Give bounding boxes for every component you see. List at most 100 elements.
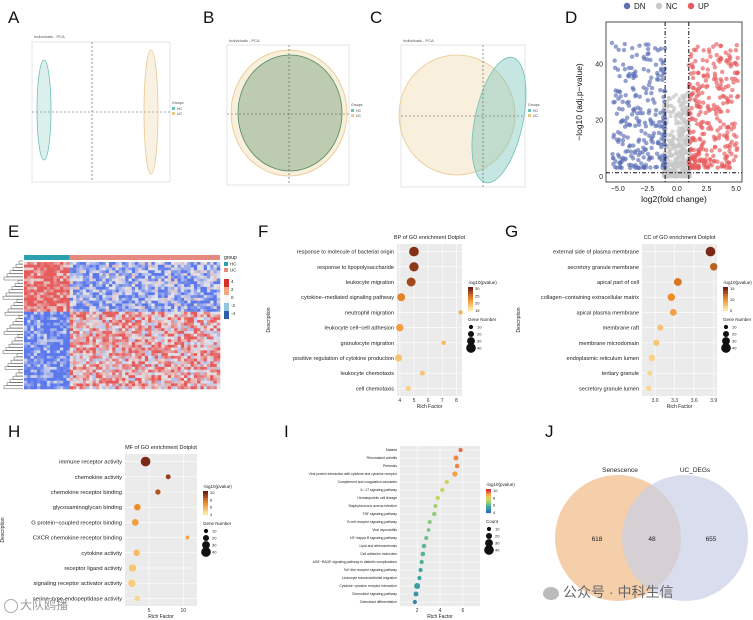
heatmap-cell — [53, 339, 57, 343]
heatmap-cell — [86, 264, 90, 268]
heatmap-cell — [180, 325, 185, 329]
heatmap-cell — [53, 311, 57, 315]
heatmap-cell — [73, 273, 77, 277]
heatmap-cell — [187, 286, 191, 290]
volcano-point-dn — [623, 118, 628, 124]
heatmap-cell — [95, 297, 100, 301]
heatmap-cell — [203, 286, 208, 290]
kegg-svg-term-label: AGE−RAGE signaling pathway in diabetic c… — [313, 560, 398, 564]
heatmap-cell — [128, 292, 133, 296]
heatmap-cell — [66, 353, 71, 357]
heatmap-cell — [131, 286, 136, 290]
volcano-point-dn — [616, 106, 622, 111]
volcano-point-up — [718, 85, 723, 91]
heatmap-cell — [144, 342, 149, 346]
heatmap-cell — [184, 353, 188, 357]
heatmap-cell — [122, 377, 126, 382]
heatmap-cell — [131, 339, 136, 343]
heatmap-cell — [187, 319, 191, 324]
heatmap-cell — [30, 317, 35, 321]
heatmap-cell — [161, 275, 165, 279]
heatmap-cell — [95, 314, 100, 318]
heatmap-cell — [157, 331, 162, 335]
volcano-point-dn — [659, 144, 664, 150]
heatmap-cell — [108, 262, 113, 266]
heatmap-cell — [105, 303, 110, 307]
heatmap-cell — [174, 275, 178, 279]
heatmap-cell — [59, 350, 64, 354]
volcano-point-up — [706, 95, 712, 101]
heatmap-cell — [148, 350, 152, 354]
heatmap-cell — [151, 369, 155, 373]
bp-svg-term-dot — [441, 340, 446, 346]
heatmap-cell — [79, 375, 84, 379]
heatmap-cell — [203, 331, 208, 335]
heatmap-cell — [164, 336, 169, 340]
heatmap-cell — [193, 264, 198, 268]
heatmap-cell — [131, 328, 136, 332]
heatmap-cell — [161, 353, 165, 357]
volcano-point-up — [705, 74, 711, 79]
heatmap-cell — [95, 383, 100, 387]
heatmap-cell — [154, 300, 159, 304]
heatmap-cell — [112, 311, 116, 315]
heatmap-cell — [66, 347, 71, 351]
heatmap-cell — [46, 336, 51, 340]
heatmap-cell — [33, 366, 38, 370]
heatmap-cell — [37, 292, 41, 296]
heatmap-cell — [102, 386, 106, 390]
heatmap-cell — [174, 361, 178, 365]
heatmap-cell — [171, 336, 175, 340]
heatmap-cell — [154, 364, 159, 368]
heatmap-cell — [135, 369, 139, 373]
kegg-svg-term-dot — [432, 511, 437, 517]
kegg-svg-term-dot — [454, 463, 460, 469]
volcano-xtick: 5.0 — [731, 186, 741, 193]
heatmap-cell — [76, 331, 80, 335]
kegg-svg-term-dot — [444, 479, 449, 485]
volcano-point-dn — [610, 155, 616, 161]
heatmap-cell — [46, 364, 51, 368]
heatmap-cell — [148, 361, 152, 365]
heatmap-cell — [167, 333, 172, 337]
heatmap-cell — [193, 380, 198, 384]
heatmap-cell — [190, 311, 195, 315]
heatmap-cell — [102, 319, 106, 324]
heatmap-cell — [108, 331, 113, 335]
heatmap-cell — [56, 306, 61, 310]
heatmap-cell — [27, 372, 31, 376]
volcano-point-nc — [677, 98, 682, 103]
heatmap-cell — [138, 311, 142, 315]
bp-svg-term-dot — [409, 246, 419, 257]
heatmap-cell — [210, 264, 214, 268]
heatmap-cell — [102, 289, 106, 293]
heatmap-cell — [66, 314, 71, 318]
volcano-point-up — [720, 101, 726, 106]
volcano-point-dn — [618, 119, 624, 125]
heatmap-cell — [171, 286, 175, 290]
heatmap-cell — [122, 355, 126, 359]
heatmap-cell — [118, 300, 123, 304]
heatmap-cell — [43, 364, 48, 368]
volcano-point-nc — [680, 93, 685, 98]
heatmap-cell — [144, 372, 149, 376]
heatmap-cell — [177, 270, 182, 274]
cc-svg-colorbar-seg — [723, 299, 728, 302]
heatmap-cell — [73, 331, 77, 335]
volcano-point-up — [718, 55, 723, 60]
heatmap-cell — [180, 331, 185, 335]
heatmap-cell — [89, 267, 93, 271]
heatmap-cell — [144, 328, 149, 332]
heatmap-cell — [200, 284, 204, 288]
heatmap-cell — [63, 292, 67, 296]
heatmap-cell — [177, 325, 182, 329]
heatmap-cell — [89, 278, 93, 282]
heatmap-cell — [105, 331, 110, 335]
heatmap-cell — [63, 317, 67, 321]
heatmap-cell — [59, 264, 64, 268]
heatmap-cell — [73, 347, 77, 351]
heatmap-cell — [138, 342, 142, 346]
heatmap-cell — [112, 369, 116, 373]
heatmap-cell — [37, 270, 41, 274]
heatmap-cell — [112, 375, 116, 379]
